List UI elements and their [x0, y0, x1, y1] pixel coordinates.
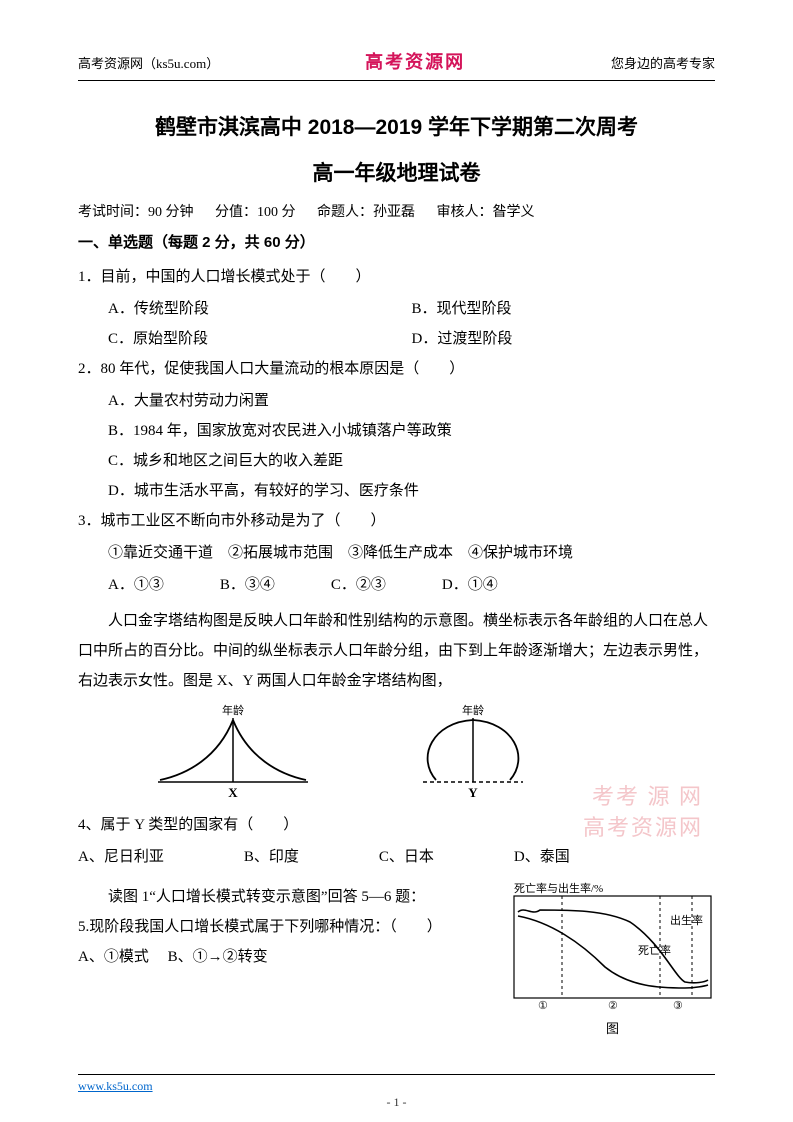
- q2-opt-c: C．城乡和地区之间巨大的收入差距: [108, 446, 715, 476]
- passage-2-lead: 读图 1“人口增长模式转变示意图”回答 5—6 题：: [78, 882, 504, 912]
- question-3: 3．城市工业区不断向市外移动是为了（ ） ①靠近交通干道 ②拓展城市范围 ③降低…: [78, 506, 715, 600]
- mark-2: ②: [608, 1000, 618, 1012]
- q3-items: ①靠近交通干道 ②拓展城市范围 ③降低生产成本 ④保护城市环境: [78, 538, 715, 568]
- pyramid-y-top: 年龄: [462, 703, 484, 717]
- q3-opt-b: B．③④: [220, 570, 275, 600]
- meta-author: 命题人：孙亚磊: [317, 205, 415, 220]
- meta-time: 考试时间：90 分钟: [78, 205, 194, 220]
- question-2: 2．80 年代，促使我国人口大量流动的根本原因是（ ） A．大量农村劳动力闲置 …: [78, 354, 715, 506]
- mark-3: ③: [673, 1000, 683, 1012]
- q1-opt-b: B．现代型阶段: [412, 294, 716, 324]
- q1-stem: 1．目前，中国的人口增长模式处于（ ）: [78, 262, 715, 292]
- question-1: 1．目前，中国的人口增长模式处于（ ） A．传统型阶段 B．现代型阶段 C．原始…: [78, 262, 715, 354]
- q3-opt-d: D．①④: [442, 570, 498, 600]
- q5-stem: 5.现阶段我国人口增长模式属于下列哪种情况：（ ）: [78, 912, 504, 942]
- pyramid-figures: 年龄 X 年龄 Y: [78, 702, 715, 802]
- mark-1: ①: [538, 1000, 548, 1012]
- q5-opt-a: A、①模式: [78, 949, 149, 965]
- meta-score: 分值：100 分: [215, 205, 296, 220]
- header-left: 高考资源网（ks5u.com）: [78, 53, 219, 72]
- q1-opt-d: D．过渡型阶段: [412, 324, 716, 354]
- page-header: 高考资源网（ks5u.com） 高考资源网 您身边的高考专家: [78, 48, 715, 74]
- pyramid-y-icon: 年龄 Y: [388, 702, 558, 802]
- question-4: 4、属于 Y 类型的国家有（ ） A、尼日利亚 B、印度 C、日本 D、泰国: [78, 810, 715, 872]
- pyramid-passage: 人口金字塔结构图是反映人口年龄和性别结构的示意图。横坐标表示各年龄组的人口在总人…: [78, 606, 715, 696]
- q4-opt-d: D、泰国: [514, 842, 570, 872]
- page-footer: www.ks5u.com: [78, 1074, 715, 1094]
- header-divider: [78, 80, 715, 81]
- growth-chart-svg: 死亡率与出生率/% 出生率 死亡率 ① ② ③: [510, 882, 715, 1012]
- footer-link[interactable]: www.ks5u.com: [78, 1079, 153, 1094]
- pyramid-y-label: Y: [468, 785, 478, 800]
- exam-meta: 考试时间：90 分钟 分值：100 分 命题人：孙亚磊 审核人：昝学义: [78, 201, 715, 221]
- q3-opt-c: C．②③: [331, 570, 386, 600]
- footer-divider: [78, 1074, 715, 1075]
- q2-opt-a: A．大量农村劳动力闲置: [108, 386, 715, 416]
- header-center-brand: 高考资源网: [365, 48, 465, 74]
- chart-title: 死亡率与出生率/%: [514, 882, 603, 895]
- q5-block: 读图 1“人口增长模式转变示意图”回答 5—6 题： 5.现阶段我国人口增长模式…: [78, 882, 715, 1037]
- header-right: 您身边的高考专家: [611, 53, 715, 72]
- q2-stem: 2．80 年代，促使我国人口大量流动的根本原因是（ ）: [78, 354, 715, 384]
- pyramid-x-icon: 年龄 X: [148, 702, 318, 802]
- page-number: - 1 -: [387, 1095, 407, 1110]
- q3-opt-a: A．①③: [108, 570, 164, 600]
- chart-caption: 图: [510, 1018, 715, 1037]
- q4-opt-a: A、尼日利亚: [78, 842, 164, 872]
- exam-subtitle: 高一年级地理试卷: [78, 157, 715, 187]
- section-1-heading: 一、单选题（每题 2 分，共 60 分）: [78, 231, 715, 252]
- growth-chart: 死亡率与出生率/% 出生率 死亡率 ① ② ③ 图: [510, 882, 715, 1037]
- meta-reviewer: 审核人：昝学义: [437, 205, 535, 220]
- q5-opt-b: B、①→②转变: [168, 949, 268, 965]
- exam-title: 鹤壁市淇滨高中 2018—2019 学年下学期第二次周考: [78, 111, 715, 141]
- q3-stem: 3．城市工业区不断向市外移动是为了（ ）: [78, 506, 715, 536]
- q2-opt-b: B．1984 年，国家放宽对农民进入小城镇落户等政策: [108, 416, 715, 446]
- birth-label: 出生率: [670, 913, 703, 927]
- q4-opt-b: B、印度: [244, 842, 299, 872]
- death-label: 死亡率: [638, 943, 671, 957]
- q4-opt-c: C、日本: [379, 842, 434, 872]
- q1-opt-a: A．传统型阶段: [108, 294, 412, 324]
- q4-stem: 4、属于 Y 类型的国家有（ ）: [78, 810, 715, 840]
- q2-opt-d: D．城市生活水平高，有较好的学习、医疗条件: [108, 476, 715, 506]
- pyramid-x-top: 年龄: [222, 703, 244, 717]
- pyramid-x-label: X: [228, 785, 238, 800]
- q1-opt-c: C．原始型阶段: [108, 324, 412, 354]
